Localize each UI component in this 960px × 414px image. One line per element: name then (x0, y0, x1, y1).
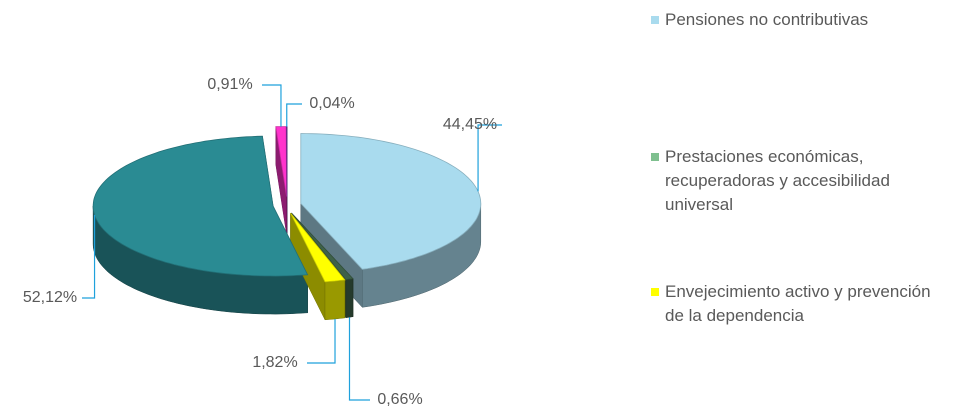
legend-entry: Pensiones no contributivas (651, 8, 950, 32)
slice-side (324, 279, 346, 321)
slice (291, 212, 354, 281)
data-label: 1,82% (252, 354, 297, 371)
legend-label: Envejecimiento activo y prevención de la… (665, 282, 931, 325)
legend-entry: Prestaciones económicas, recuperadoras y… (651, 145, 950, 217)
legend-label: Prestaciones económicas, recuperadoras y… (665, 147, 890, 214)
slice (286, 126, 288, 197)
data-label: 44,45% (443, 116, 497, 133)
legend-label: Pensiones no contributivas (665, 10, 869, 29)
data-label: 0,66% (377, 391, 422, 408)
slice-side (345, 278, 354, 318)
slice (290, 212, 346, 283)
chart: 44,45% 0,66% 1,82% 52,12% 0,91% 0,04% (23, 76, 502, 408)
slice (300, 133, 482, 270)
data-label: 52,12% (23, 289, 77, 306)
leader-line (477, 124, 502, 192)
legend-swatch (651, 288, 659, 296)
legend-entry: Envejecimiento activo y prevención de la… (651, 280, 950, 328)
leader-line (262, 84, 282, 127)
data-label: 0,04% (309, 95, 354, 112)
leader-line (82, 214, 96, 299)
legend-swatch (651, 153, 659, 161)
legend-swatch (651, 16, 659, 24)
leader-line (307, 318, 336, 364)
leader-line (286, 103, 302, 127)
data-label: 0,91% (207, 76, 252, 93)
leader-line (348, 317, 370, 401)
